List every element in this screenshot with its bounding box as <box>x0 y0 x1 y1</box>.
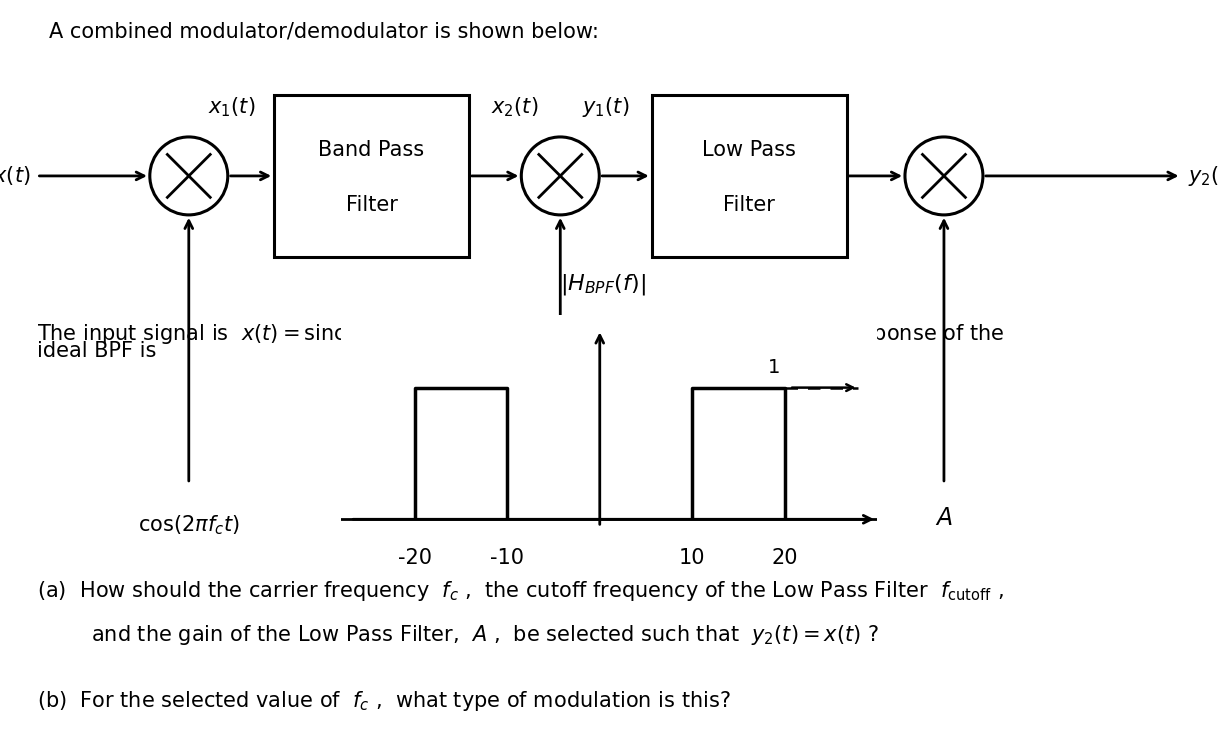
Text: and the gain of the Low Pass Filter,  $A$ ,  be selected such that  $y_2(t) = x(: and the gain of the Low Pass Filter, $A$… <box>91 623 879 647</box>
Ellipse shape <box>905 137 983 215</box>
Text: $y_1(t)$: $y_1(t)$ <box>582 95 630 119</box>
Text: 1: 1 <box>767 358 780 377</box>
Text: $y_2(t)$: $y_2(t)$ <box>1188 164 1218 188</box>
Text: $|H_{BPF}(f)|$: $|H_{BPF}(f)|$ <box>560 272 646 297</box>
Bar <box>652 95 847 257</box>
Text: (b)  For the selected value of  $f_c$ ,  what type of modulation is this?: (b) For the selected value of $f_c$ , wh… <box>37 689 731 713</box>
Text: $A$: $A$ <box>935 506 952 530</box>
Text: $\cos(2\pi f_c t)$: $\cos(2\pi f_c t)$ <box>509 513 611 537</box>
Text: A combined modulator/demodulator is shown below:: A combined modulator/demodulator is show… <box>49 22 598 42</box>
Ellipse shape <box>150 137 228 215</box>
Text: Filter: Filter <box>723 195 775 216</box>
Text: (a)  How should the carrier frequency  $f_c$ ,  the cutoff frequency of the Low : (a) How should the carrier frequency $f_… <box>37 579 1004 603</box>
Text: $x_2(t)$: $x_2(t)$ <box>491 95 538 119</box>
Text: The input signal is  $x(t) = \mathrm{sinc}^2(t) + 2\cos(18\pi t)$.  The magnitud: The input signal is $x(t) = \mathrm{sinc… <box>37 319 1004 348</box>
Text: ideal BPF is: ideal BPF is <box>37 341 156 361</box>
Text: $x(t)$: $x(t)$ <box>0 164 30 188</box>
Text: $x_1(t)$: $x_1(t)$ <box>208 95 255 119</box>
Ellipse shape <box>521 137 599 215</box>
Text: Band Pass: Band Pass <box>318 140 425 161</box>
Text: Filter: Filter <box>346 195 397 216</box>
Text: Low Pass: Low Pass <box>702 140 797 161</box>
Bar <box>274 95 469 257</box>
Text: $\cos(2\pi f_c t)$: $\cos(2\pi f_c t)$ <box>138 513 240 537</box>
